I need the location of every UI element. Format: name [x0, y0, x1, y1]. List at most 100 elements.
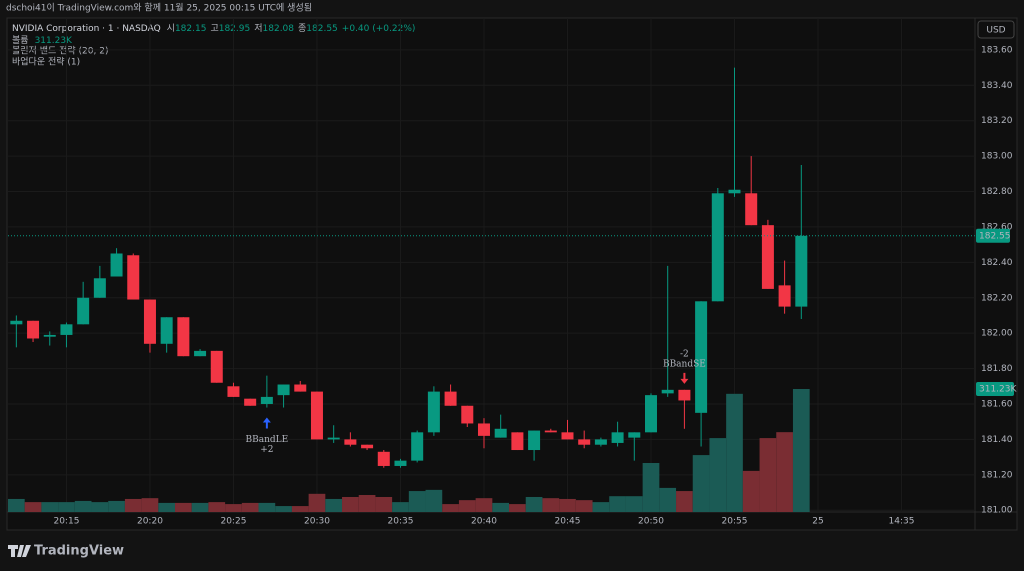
brand: TradingView: [34, 544, 124, 559]
indicator: 바업다운 전략 (1): [12, 56, 80, 68]
volume-bar: [625, 496, 643, 512]
logo-mark: [8, 545, 31, 557]
volume-bar: [175, 502, 192, 512]
y-tick-label: 181.00: [981, 506, 1013, 516]
candle-body: [43, 334, 56, 337]
candle-body: [644, 395, 657, 433]
logo: [8, 545, 31, 557]
change: +0.40 (+0.22%): [342, 24, 416, 34]
volume-bar: [291, 506, 309, 512]
volume-bar: [258, 502, 276, 512]
volume-bar: [709, 438, 727, 512]
x-tick-label: 20:45: [555, 517, 581, 527]
volume-bar: [392, 502, 409, 512]
y-tick-label: 183.00: [981, 152, 1013, 162]
y-tick-label: 181.40: [981, 435, 1013, 445]
volume-bar: [759, 438, 777, 512]
candle-body: [628, 432, 641, 438]
x-tick-label: 20:15: [53, 517, 79, 527]
candle-body: [260, 396, 273, 404]
volume-bar: [24, 502, 42, 512]
close-value: 182.55: [306, 24, 338, 34]
candle-body: [10, 320, 23, 325]
candle-body: [661, 389, 674, 394]
currency-button[interactable]: [977, 20, 1015, 39]
candle-body: [127, 255, 140, 300]
volume-name: 볼륨: [12, 35, 29, 46]
candle-body: [277, 384, 290, 396]
volume-bar: [275, 506, 292, 512]
candle-body: [327, 437, 340, 440]
volume-bar: [8, 498, 25, 512]
y-tick-label: 181.60: [981, 399, 1013, 409]
candle-body: [778, 285, 791, 307]
volume-bar: [742, 470, 760, 512]
volume-bar: [191, 502, 209, 512]
candle-body: [244, 398, 257, 406]
y-tick-label: 181.20: [981, 470, 1013, 480]
candle-body: [494, 428, 507, 438]
candle-body: [511, 432, 524, 451]
y-tick-label: 182.60: [981, 222, 1013, 232]
symbol: NVIDIA Corporation · 1 · NASDAQ: [12, 24, 161, 34]
chart-area: [6, 17, 1018, 531]
volume-bar: [158, 502, 176, 512]
volume-bar: [592, 502, 610, 512]
candle-body: [143, 299, 156, 344]
low-value: 182.08: [263, 24, 295, 34]
y-tick-label: 182.20: [981, 293, 1013, 303]
volume-bar: [208, 502, 226, 512]
plot: BBandLE+2 BBandSE-2: [8, 18, 975, 512]
indicator: 볼린저 밴드 전략 (20, 2): [12, 45, 108, 57]
candle-body: [477, 423, 490, 436]
high-label: 고: [210, 24, 218, 34]
x-tick-label: 20:30: [304, 517, 330, 527]
candle-body: [60, 324, 73, 335]
candle-body: [444, 391, 457, 406]
volume-bar: [442, 504, 459, 512]
candle-body: [27, 320, 40, 339]
candle-body: [611, 432, 624, 443]
volume-bar: [509, 504, 526, 512]
candle-body: [194, 350, 207, 357]
y-tick-label: 182.00: [981, 329, 1013, 339]
volume-bar: [74, 500, 92, 512]
volume-bar: [609, 496, 626, 512]
candle-body: [594, 439, 607, 445]
signal-qty: +2: [260, 445, 273, 455]
volume-bar: [241, 502, 259, 512]
candle-body: [77, 297, 90, 325]
y-tick-label: 181.80: [981, 364, 1013, 374]
x-tick-label: 20:25: [220, 517, 246, 527]
volume-bar: [475, 498, 493, 512]
currency: USD: [986, 26, 1005, 36]
candle-body: [695, 301, 708, 413]
candle-body: [578, 439, 591, 445]
candle-body: [344, 439, 357, 445]
candle-body: [561, 432, 574, 440]
volume-bar: [659, 487, 677, 512]
volume-bar: [726, 393, 743, 512]
high-value: 182.95: [219, 24, 251, 34]
volume-bar: [358, 495, 376, 512]
volume-bar: [492, 502, 510, 512]
candle-body: [310, 391, 323, 440]
candle-body: [227, 386, 240, 397]
last-price-label: 182.55: [979, 231, 1011, 241]
y-tick-label: 182.40: [981, 258, 1013, 268]
volume-bar: [792, 389, 810, 512]
header: dschoi41이 TradingView.com와 함께 11월 25, 20…: [6, 2, 312, 14]
candle-body: [377, 451, 390, 466]
x-tick-label: 14:35: [889, 517, 915, 527]
candle-body: [728, 189, 741, 194]
volume-bar: [575, 500, 593, 512]
volume-bar: [642, 462, 660, 512]
signal-text: BBandLE: [246, 435, 289, 445]
y-tick-label: 182.80: [981, 187, 1013, 197]
open-value: 182.15: [175, 24, 207, 34]
volume-bar: [308, 493, 326, 512]
candle-body: [361, 444, 374, 449]
volume-bar: [41, 502, 59, 512]
volume-bar: [108, 500, 125, 512]
